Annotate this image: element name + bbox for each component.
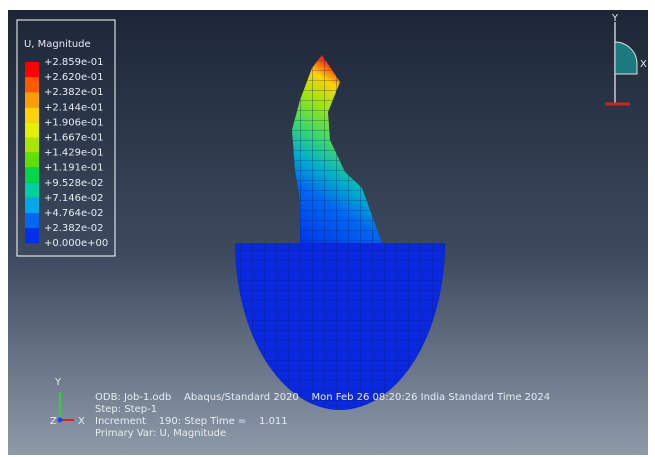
info-line: Increment 190: Step Time = 1.011: [95, 416, 288, 427]
legend-entry: +1.906e-01: [44, 117, 104, 128]
legend-swatch: [25, 62, 39, 77]
legend-entry: +1.429e-01: [44, 148, 104, 159]
info-line: Step: Step-1: [95, 404, 157, 415]
viewport: U, Magnitude +2.859e-01 +2.620e-01 +2.382e…: [0, 0, 655, 457]
info-line: ODB: Job-1.odb Abaqus/Standard 2020 Mon …: [95, 392, 550, 403]
legend-entry: +2.620e-01: [44, 72, 104, 83]
triad-z: Z: [50, 416, 57, 427]
legend-swatch: [25, 107, 39, 122]
legend-swatch: [25, 183, 39, 198]
legend-swatch: [25, 198, 39, 213]
triad-x: X: [78, 416, 85, 427]
view-triad-y: Y: [611, 13, 619, 24]
legend-swatch: [25, 77, 39, 92]
info-line: Primary Var: U, Magnitude: [95, 428, 226, 439]
legend-entry: +0.000e+00: [44, 238, 108, 249]
legend-swatch: [25, 228, 39, 243]
legend-swatch: [25, 92, 39, 107]
view-triad-x: X: [640, 59, 647, 70]
legend-entry: +2.859e-01: [44, 57, 104, 68]
legend-entry: +7.146e-02: [44, 193, 104, 204]
legend-swatch: [25, 168, 39, 183]
legend-swatch: [25, 122, 39, 137]
legend-entry: +2.144e-01: [44, 102, 104, 113]
legend-swatch: [25, 213, 39, 228]
legend-entry: +1.191e-01: [44, 163, 104, 174]
legend-entry: +1.667e-01: [44, 133, 104, 144]
legend-swatch: [25, 138, 39, 153]
legend-entry: +4.764e-02: [44, 208, 104, 219]
legend-entry: +2.382e-02: [44, 223, 104, 234]
legend-title: U, Magnitude: [24, 39, 91, 50]
legend-entry: +9.528e-02: [44, 178, 104, 189]
legend-entry: +2.382e-01: [44, 87, 104, 98]
legend-swatch: [25, 153, 39, 168]
triad-y: Y: [54, 377, 62, 388]
